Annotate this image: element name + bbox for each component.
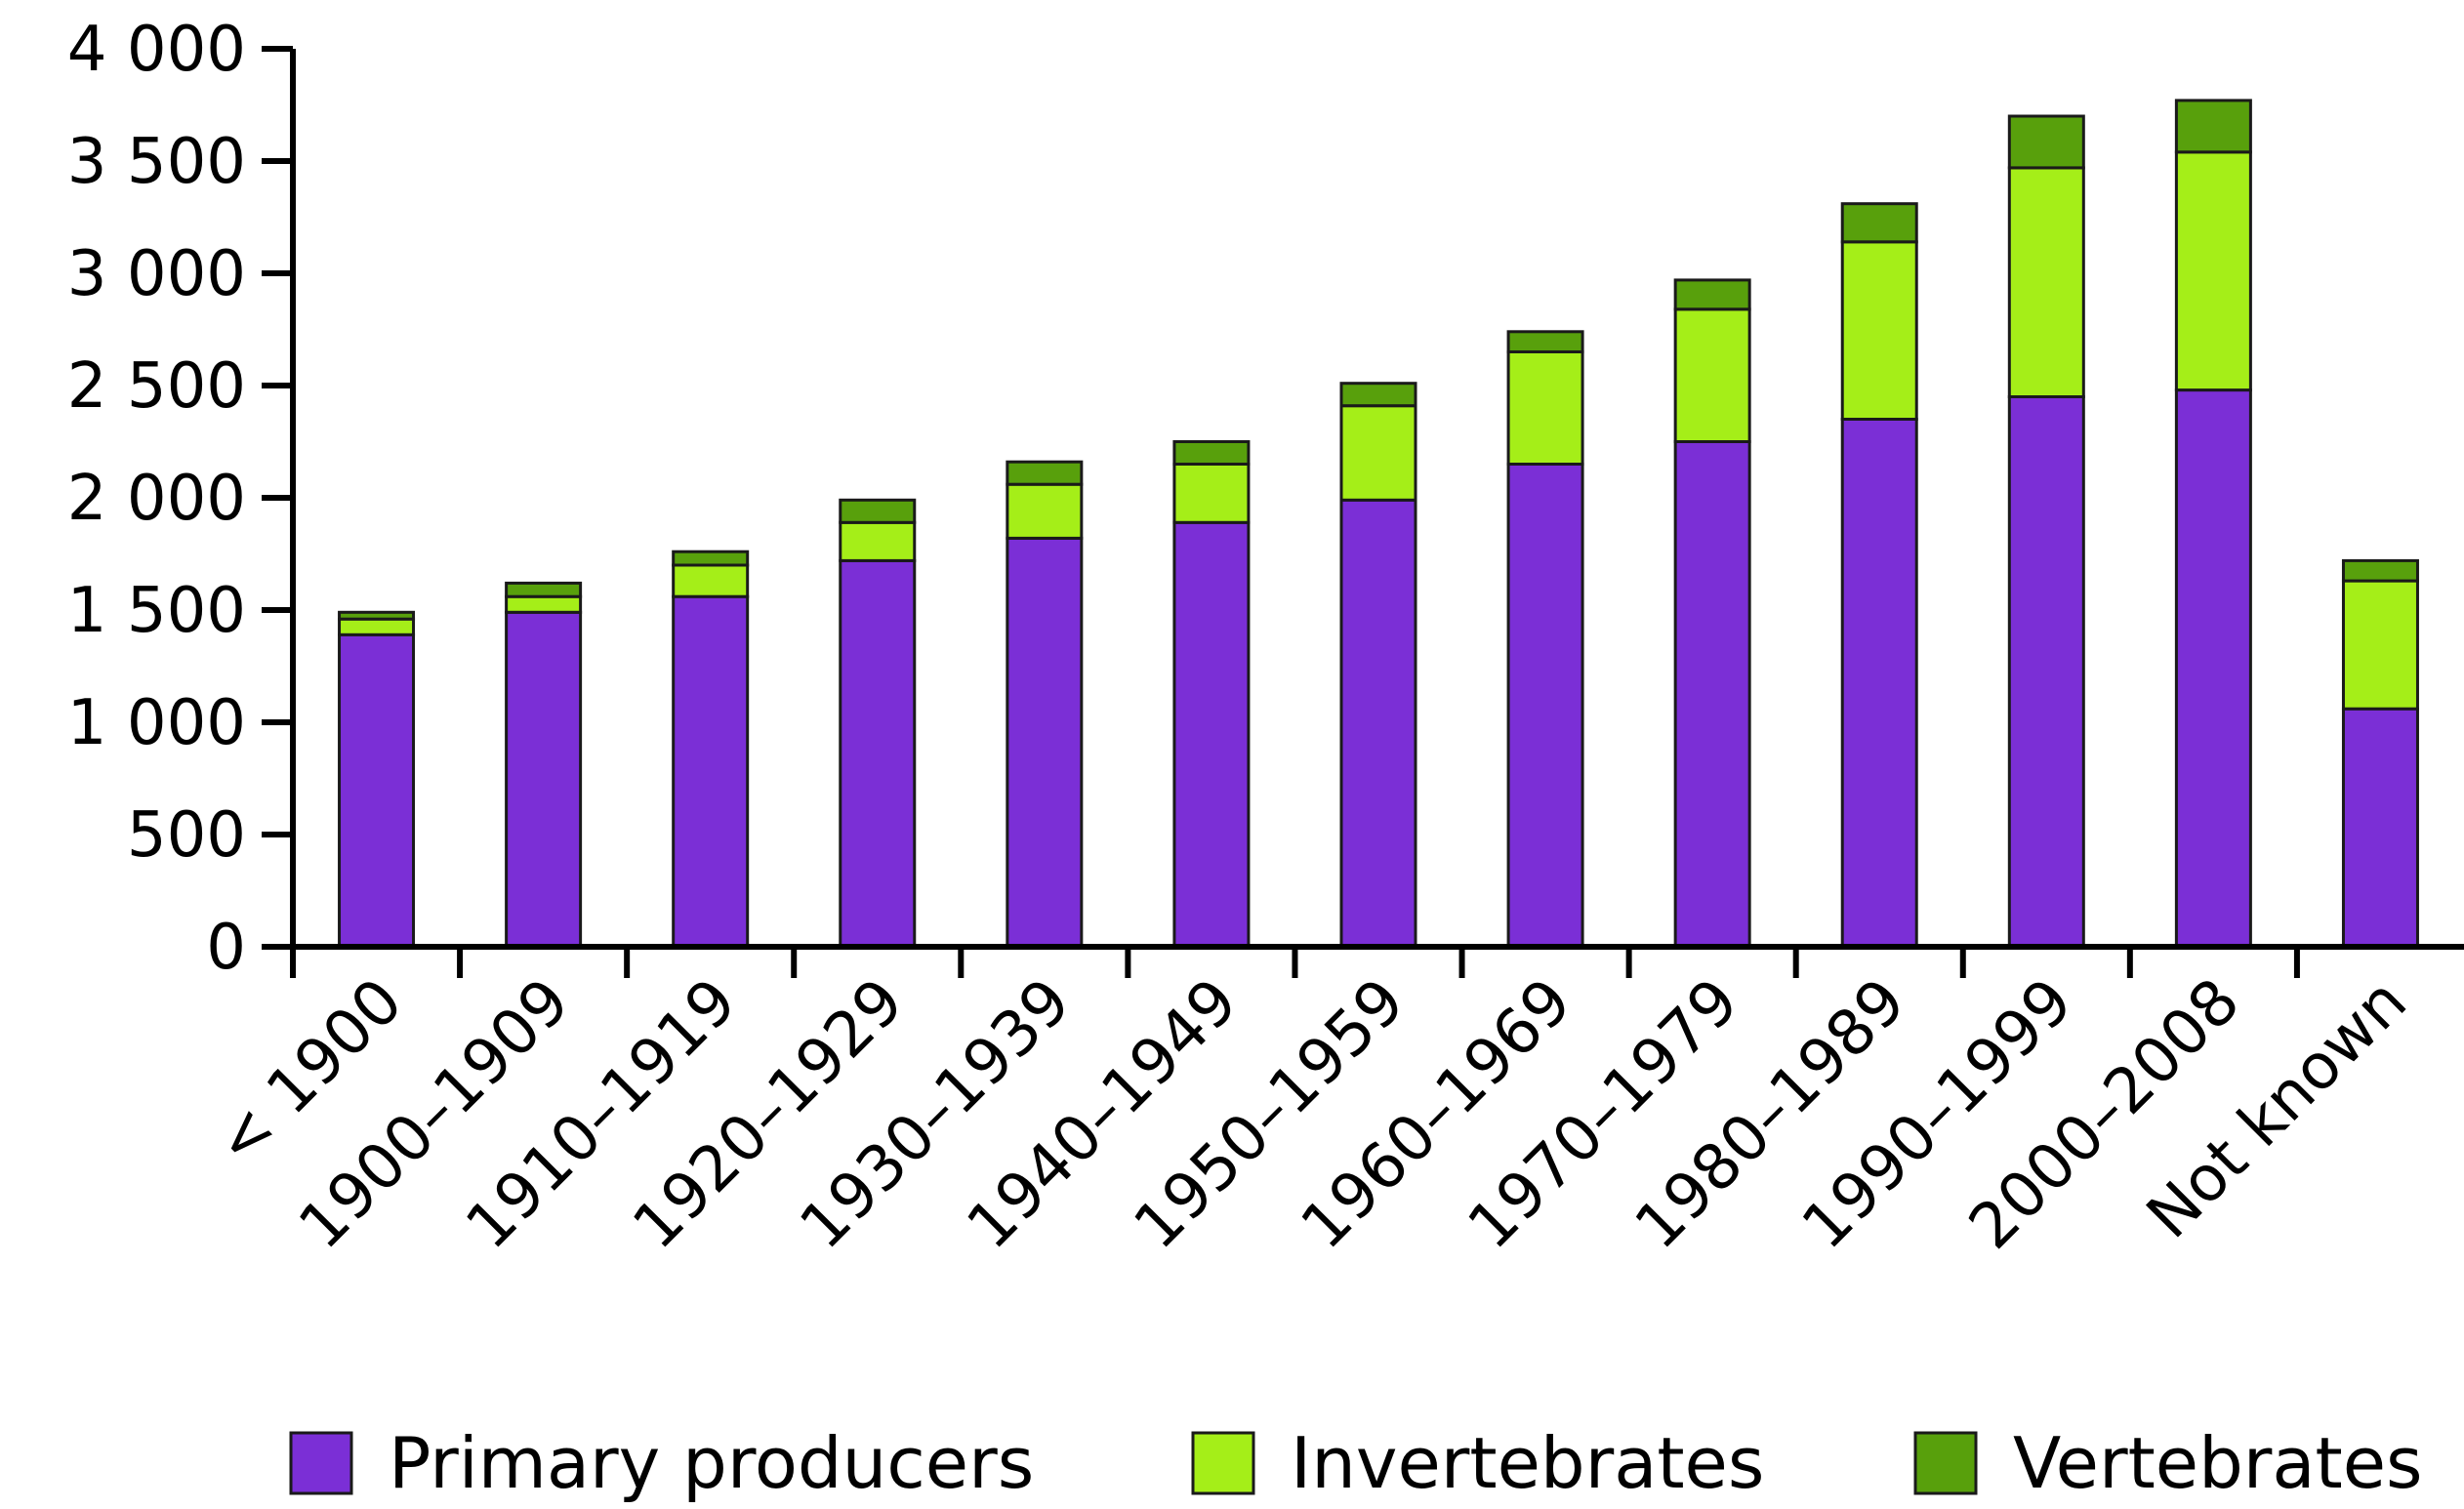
bar-segment <box>1506 350 1584 466</box>
bar-segment <box>672 594 750 949</box>
bars <box>338 99 2419 949</box>
bar-segment <box>338 617 416 636</box>
bar-segment <box>2007 114 2085 170</box>
bar-segment <box>2007 395 2085 949</box>
y-tick-label: 0 <box>206 912 246 984</box>
legend-swatch <box>1191 1431 1255 1495</box>
legend: Primary producers Invertebrates Vertebrate… <box>289 1422 2423 1504</box>
bar-segment <box>1840 418 1918 949</box>
bar-segment <box>1339 404 1417 502</box>
bar-segment <box>1006 536 1084 949</box>
bar-segment <box>505 581 583 598</box>
bar-segment <box>505 594 583 614</box>
bar-segment <box>2341 579 2419 711</box>
bar-segment <box>672 550 750 567</box>
bar-segment <box>1673 278 1751 311</box>
bar-segment <box>1172 440 1251 466</box>
bar-segment <box>1840 202 1918 244</box>
bar-segment <box>2174 388 2252 949</box>
bar-segment <box>2174 99 2252 154</box>
bar-segment <box>1673 440 1751 949</box>
bar-segment <box>1506 330 1584 353</box>
legend-label: Vertebrates <box>2013 1422 2423 1504</box>
y-axis: 0 500 1 000 1 500 2 000 2 500 3 000 3 500 4 000 <box>67 14 296 984</box>
y-tick-label: 2 500 <box>67 350 246 423</box>
bar-segment <box>839 520 917 562</box>
bar-segment <box>672 563 750 598</box>
bar-segment <box>505 610 583 949</box>
bar-segment <box>1673 307 1751 443</box>
y-tick-label: 500 <box>127 799 246 872</box>
bar-segment <box>338 610 416 621</box>
x-axis: < 19001900–19091910–19191920–19291930–19… <box>202 944 2464 1263</box>
bar-segment <box>338 632 416 949</box>
bar-segment <box>1339 498 1417 949</box>
bar-segment <box>2007 166 2085 398</box>
legend-swatch <box>289 1431 353 1495</box>
y-tick-label: 3 000 <box>67 238 246 310</box>
bar-segment <box>1172 463 1251 524</box>
bar-segment <box>2341 558 2419 583</box>
legend-label: Invertebrates <box>1291 1422 1764 1504</box>
bar-segment <box>1339 382 1417 408</box>
y-tick-label: 4 000 <box>67 14 246 86</box>
bar-segment <box>839 498 917 524</box>
legend-label: Primary producers <box>389 1422 1034 1504</box>
bar-segment <box>1840 240 1918 421</box>
bar-segment <box>2174 150 2252 392</box>
y-tick-label: 1 000 <box>67 687 246 759</box>
bar-segment <box>1172 520 1251 949</box>
y-tick-label: 3 500 <box>67 126 246 198</box>
bar-segment <box>2341 707 2419 949</box>
bar-segment <box>839 558 917 949</box>
legend-swatch <box>1913 1431 1978 1495</box>
y-tick-label: 2 000 <box>67 463 246 535</box>
bar-segment <box>1006 460 1084 486</box>
y-tick-label: 1 500 <box>67 575 246 647</box>
bar-segment <box>1006 482 1084 540</box>
bar-segment <box>1506 463 1584 949</box>
